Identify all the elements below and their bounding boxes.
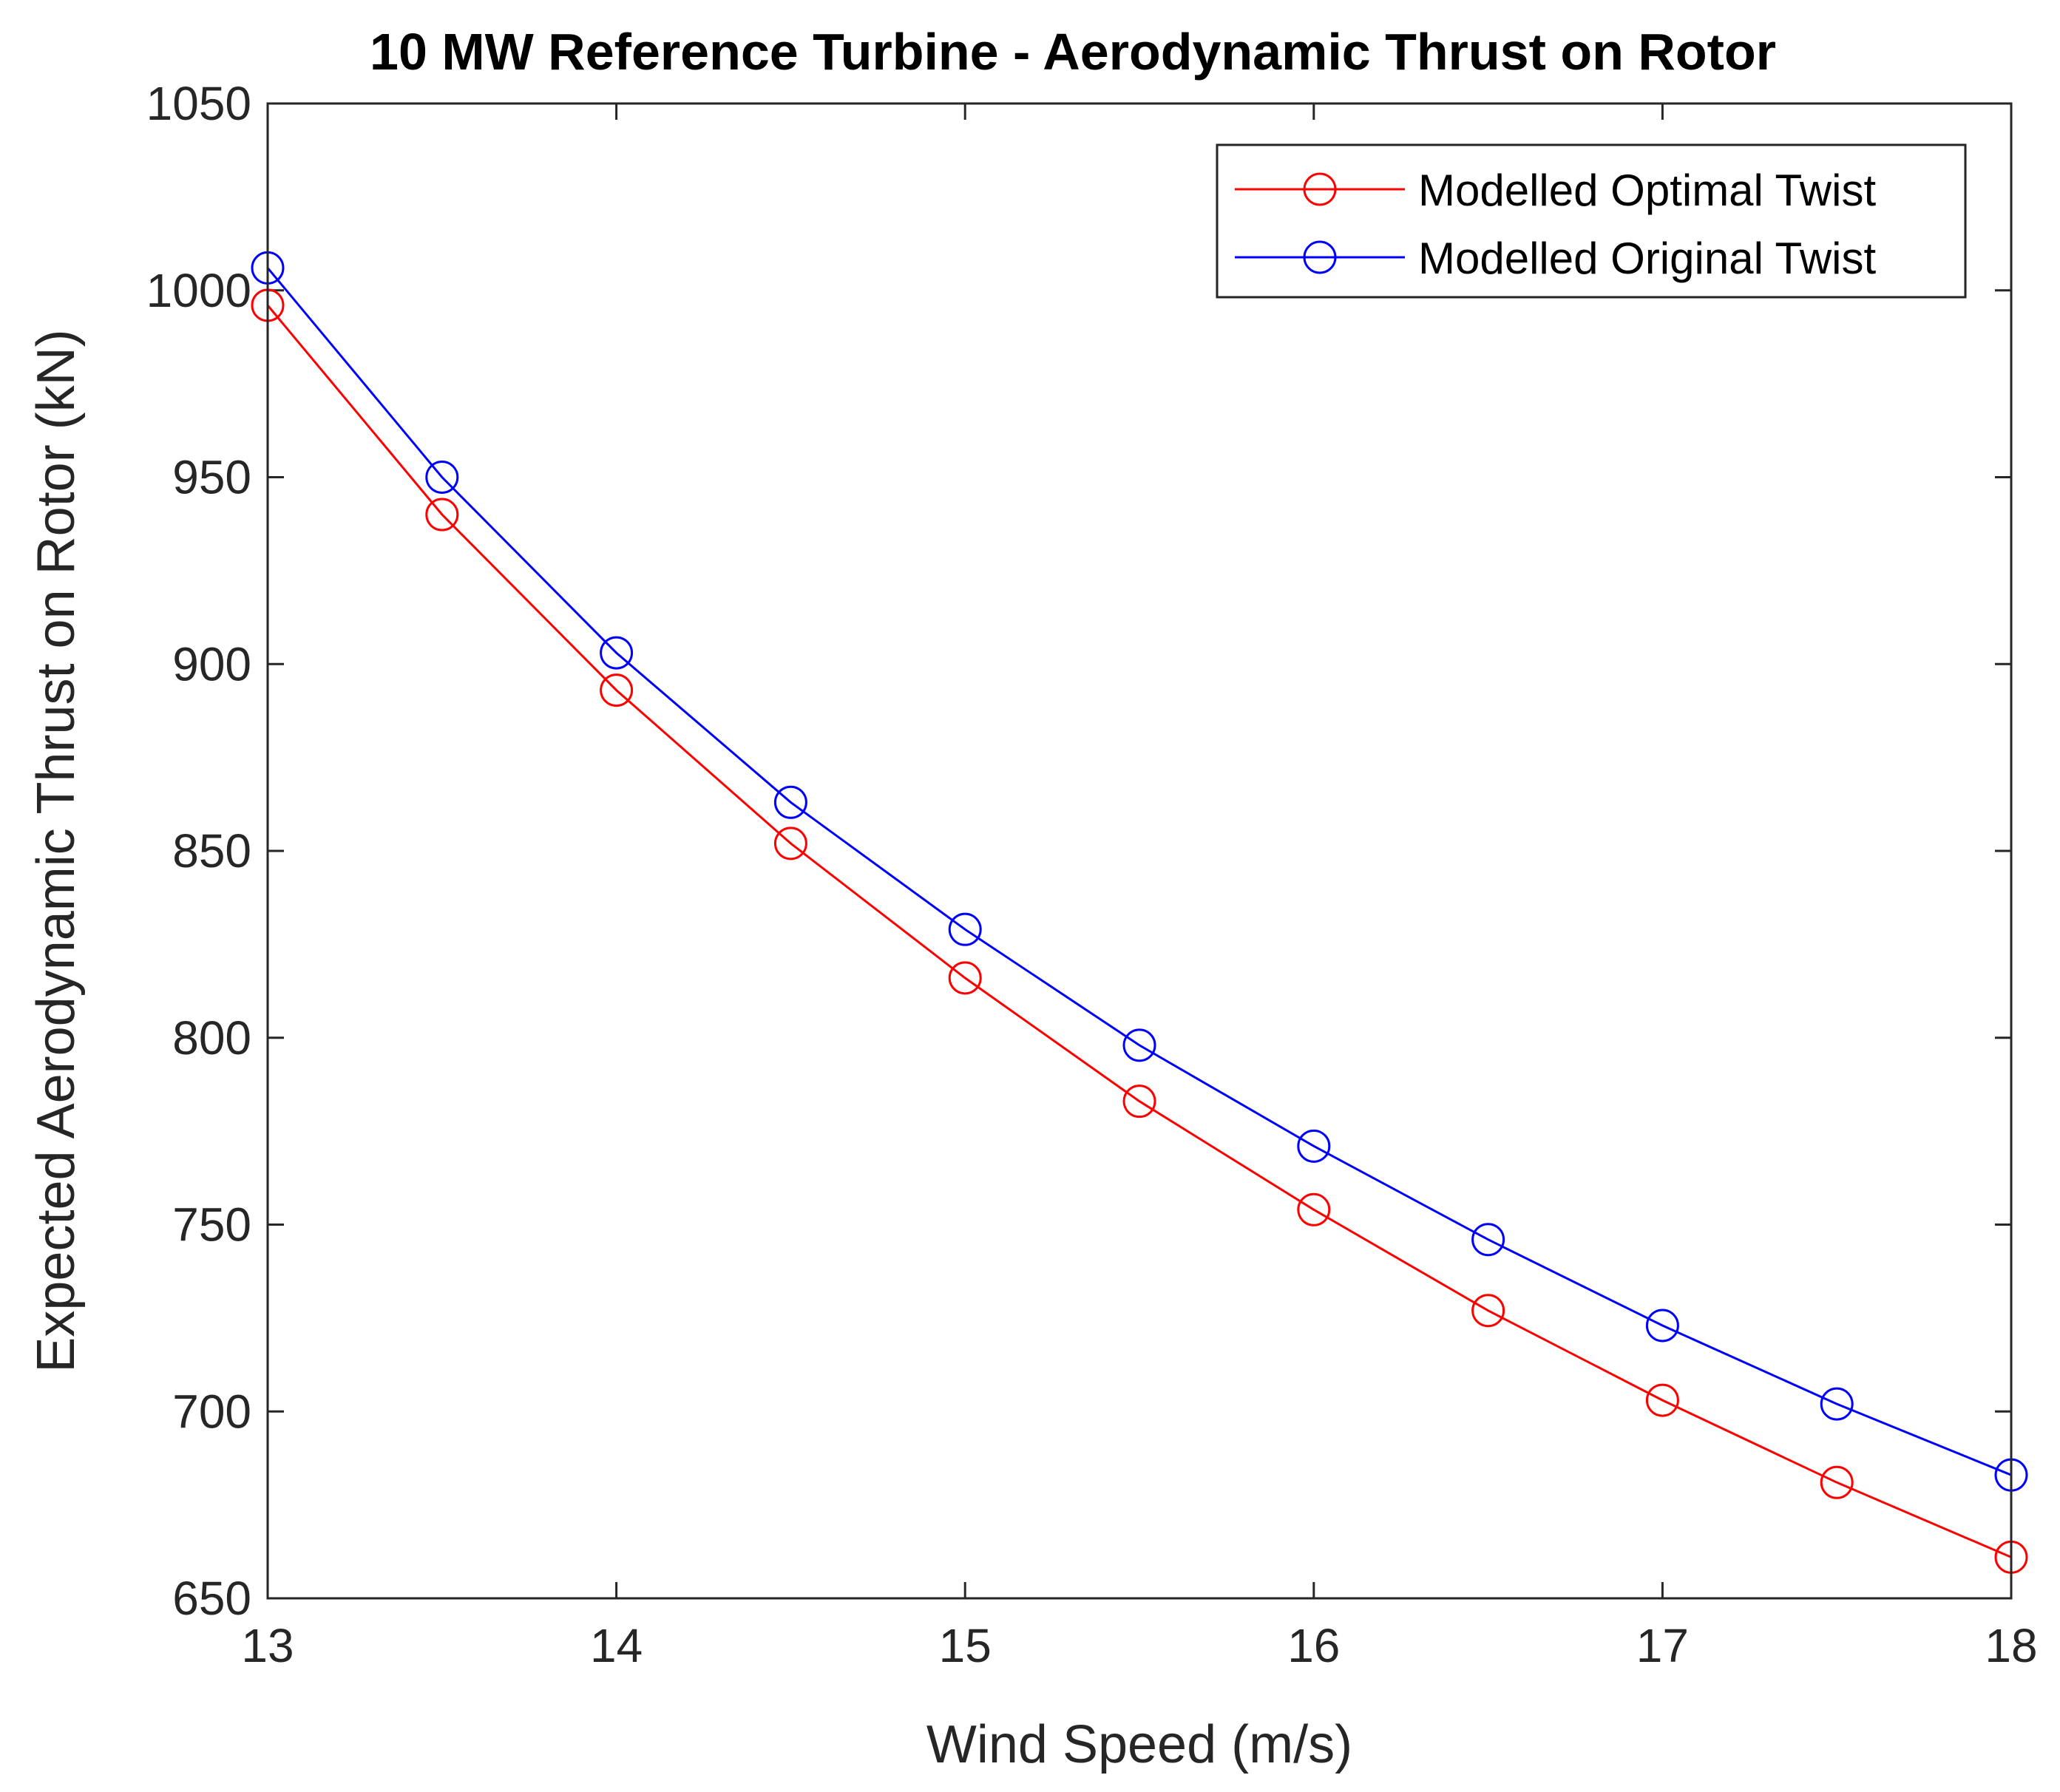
data-point — [948, 961, 982, 995]
data-point — [948, 912, 982, 946]
legend-marker-optimal — [1303, 172, 1337, 206]
series-line — [266, 267, 2012, 1476]
data-point — [1122, 1085, 1156, 1119]
data-point — [600, 636, 634, 670]
series-layer — [251, 251, 2028, 1574]
data-point — [425, 461, 459, 494]
data-point — [425, 498, 459, 532]
legend-box — [1216, 143, 1967, 299]
x-axis-label: Wind Speed (m/s) — [926, 1715, 1352, 1774]
y-tick-label: 750 — [172, 1198, 251, 1252]
chart-title: 10 MW Reference Turbine - Aerodynamic Th… — [370, 23, 1776, 81]
data-point — [600, 673, 634, 707]
y-axis-label: Expected Aerodynamic Thrust on Rotor (kN… — [27, 329, 86, 1372]
y-tick-label: 1050 — [146, 77, 251, 130]
x-tick-label: 16 — [1287, 1619, 1340, 1672]
legend-marker-original — [1303, 240, 1337, 274]
plot-background — [268, 103, 2011, 1598]
data-point — [1820, 1387, 1854, 1421]
data-point — [1820, 1465, 1854, 1499]
data-point — [773, 785, 807, 819]
data-point — [1471, 1223, 1505, 1257]
y-tick-label: 650 — [172, 1572, 251, 1625]
y-tick-label: 800 — [172, 1011, 251, 1065]
series-modelled-original-twist — [251, 251, 2028, 1492]
y-tick-label: 900 — [172, 637, 251, 690]
y-tick-label: 700 — [172, 1385, 251, 1438]
plot-area — [268, 103, 2011, 1598]
data-point — [1471, 1294, 1505, 1328]
y-tick-label: 850 — [172, 824, 251, 878]
legend-label-optimal: Modelled Optimal Twist — [1418, 166, 1876, 215]
x-tick-label: 17 — [1636, 1619, 1689, 1672]
x-tick-label: 15 — [939, 1619, 992, 1672]
y-tick-label: 1000 — [146, 264, 251, 317]
data-point — [1297, 1129, 1331, 1163]
x-tick-label: 18 — [1985, 1619, 2037, 1672]
x-tick-label: 13 — [241, 1619, 294, 1672]
legend-label-original: Modelled Original Twist — [1418, 234, 1876, 283]
y-tick-label: 950 — [172, 451, 251, 504]
data-point — [1645, 1309, 1679, 1343]
y-axis-ticks: 650 700 750 800 850 900 950 1000 1050 — [146, 77, 2011, 1625]
data-point — [1645, 1383, 1679, 1417]
axes-box — [266, 102, 2013, 1600]
data-point — [1122, 1028, 1156, 1062]
series-line — [266, 305, 2012, 1558]
legend: Modelled Optimal Twist Modelled Original… — [1216, 143, 1967, 299]
x-tick-label: 14 — [590, 1619, 643, 1672]
data-point — [1297, 1192, 1331, 1226]
data-point — [773, 827, 807, 861]
